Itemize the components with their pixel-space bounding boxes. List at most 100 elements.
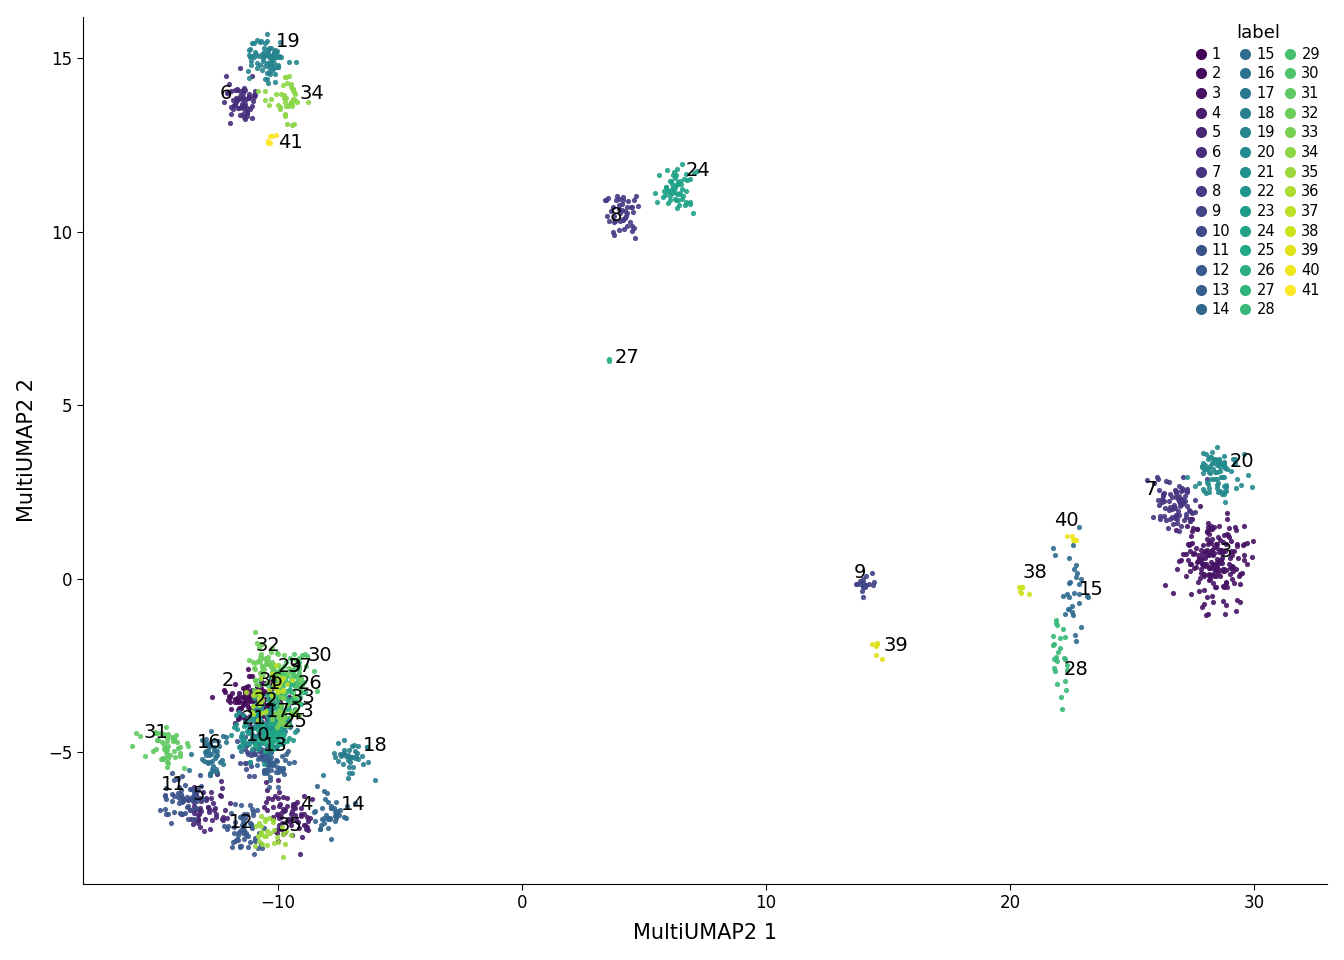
Point (185, 786, 207, 802)
Point (254, 721, 276, 736)
Point (157, 750, 179, 765)
Point (224, 97, 246, 112)
Point (253, 756, 274, 772)
Point (239, 755, 261, 770)
Text: 33: 33 (290, 688, 314, 707)
Point (267, 703, 289, 718)
Point (200, 784, 222, 800)
Point (235, 680, 257, 695)
Point (1219, 565, 1241, 581)
Point (594, 193, 616, 208)
Point (286, 677, 308, 692)
Point (262, 666, 284, 682)
Point (258, 684, 280, 700)
Point (265, 706, 286, 721)
Point (1142, 509, 1164, 524)
Point (1187, 553, 1208, 568)
Point (339, 759, 360, 775)
Point (243, 833, 265, 849)
Point (164, 750, 185, 765)
Point (324, 808, 345, 824)
Point (1216, 526, 1238, 541)
Point (1206, 561, 1227, 576)
Point (273, 670, 294, 685)
Point (1198, 572, 1219, 588)
Point (234, 111, 255, 127)
Point (277, 799, 298, 814)
Point (263, 732, 285, 747)
Point (1232, 518, 1254, 534)
Point (257, 650, 278, 665)
Point (281, 673, 302, 688)
Point (255, 65, 277, 81)
Point (280, 704, 301, 719)
Point (282, 668, 304, 684)
Point (1206, 568, 1227, 584)
Point (1176, 469, 1198, 485)
Point (1223, 564, 1245, 579)
Point (185, 802, 207, 817)
Point (247, 700, 269, 715)
Point (235, 716, 257, 732)
Point (285, 55, 306, 70)
Text: 38: 38 (1023, 564, 1047, 582)
Point (1242, 479, 1263, 494)
Point (255, 738, 277, 754)
Point (266, 829, 288, 845)
Point (152, 734, 173, 750)
Point (1207, 477, 1228, 492)
Point (238, 63, 259, 79)
Point (273, 90, 294, 106)
Point (273, 659, 294, 674)
Point (241, 692, 262, 708)
Point (286, 723, 308, 738)
Point (239, 102, 261, 117)
Point (233, 738, 254, 754)
Point (292, 676, 313, 691)
Point (1062, 608, 1083, 623)
Point (262, 640, 284, 656)
Point (1193, 596, 1215, 612)
Point (273, 682, 294, 697)
Point (1043, 636, 1064, 652)
Point (145, 741, 167, 756)
Point (1198, 560, 1219, 575)
Point (284, 92, 305, 108)
Point (237, 737, 258, 753)
Point (242, 698, 263, 713)
Point (228, 694, 250, 709)
Point (180, 746, 202, 761)
Point (169, 739, 191, 755)
Point (235, 684, 257, 700)
Point (595, 192, 617, 207)
Point (1070, 571, 1091, 587)
Point (258, 718, 280, 733)
Point (613, 193, 634, 208)
Point (328, 735, 349, 751)
Point (167, 741, 188, 756)
Point (1168, 478, 1189, 493)
Point (266, 677, 288, 692)
Point (1176, 518, 1198, 534)
Point (1165, 484, 1187, 499)
Point (226, 82, 247, 97)
Point (1200, 543, 1222, 559)
Point (1054, 650, 1075, 665)
Point (262, 664, 284, 680)
Point (274, 825, 296, 840)
Point (266, 645, 288, 660)
Point (333, 746, 355, 761)
Point (267, 833, 289, 849)
Point (134, 749, 156, 764)
Point (168, 795, 190, 810)
Text: 14: 14 (341, 796, 366, 814)
Point (598, 351, 620, 367)
Point (241, 58, 262, 73)
Point (239, 49, 261, 64)
Point (251, 751, 273, 766)
Point (1218, 529, 1239, 544)
Point (267, 712, 289, 728)
Point (250, 698, 271, 713)
Point (1177, 552, 1199, 567)
Point (1206, 561, 1227, 576)
